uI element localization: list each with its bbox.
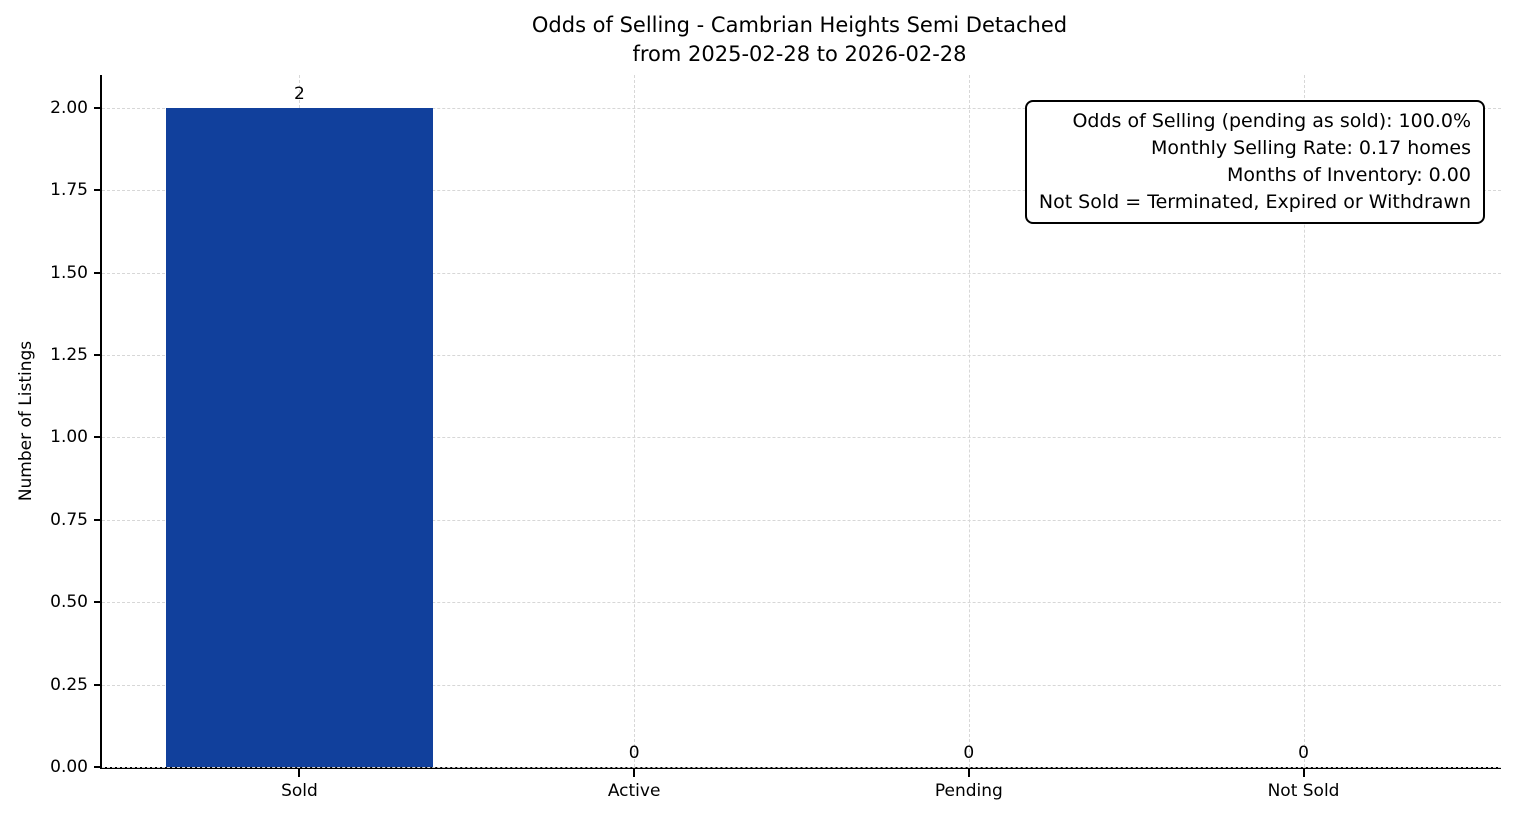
y-gridline bbox=[102, 272, 1501, 274]
annotation-line-inventory: Months of Inventory: 0.00 bbox=[1227, 164, 1471, 186]
x-gridline bbox=[634, 75, 636, 767]
y-gridline bbox=[102, 684, 1501, 686]
x-tick-mark bbox=[1302, 769, 1305, 777]
y-tick-label: 0.25 bbox=[50, 674, 88, 695]
chart-title-line2: from 2025-02-28 to 2026-02-28 bbox=[632, 42, 967, 66]
annotation-line-monthly-rate: Monthly Selling Rate: 0.17 homes bbox=[1151, 137, 1471, 159]
y-tick-label: 1.50 bbox=[50, 262, 88, 283]
y-gridline bbox=[102, 190, 1501, 192]
x-tick-mark bbox=[967, 769, 970, 777]
x-tick-label: Not Sold bbox=[1267, 781, 1340, 801]
bar-value-label: 0 bbox=[628, 743, 640, 763]
y-tick-label: 1.75 bbox=[50, 180, 88, 201]
y-tick-mark bbox=[94, 271, 102, 274]
x-gridline bbox=[1303, 75, 1305, 767]
y-tick-mark bbox=[94, 518, 102, 521]
annotation-line-not-sold-note: Not Sold = Terminated, Expired or Withdr… bbox=[1038, 191, 1471, 213]
bar-value-label: 0 bbox=[1298, 743, 1309, 763]
y-tick-mark bbox=[94, 354, 102, 357]
y-gridline bbox=[102, 519, 1501, 521]
y-tick-mark bbox=[94, 436, 102, 439]
x-tick-label: Pending bbox=[934, 781, 1003, 801]
bar-value-label: 0 bbox=[963, 743, 975, 763]
bar-sold bbox=[165, 107, 434, 767]
chart-title-line1: Odds of Selling - Cambrian Heights Semi … bbox=[531, 13, 1068, 37]
y-gridline bbox=[102, 602, 1501, 604]
plot-area: 2 0 0 0 0.00 0.25 0.50 0.75 1.00 1.25 1.50 1.75 2.0… bbox=[50, 75, 1501, 801]
bar-value-label: 2 bbox=[294, 83, 305, 104]
x-tick-mark bbox=[633, 769, 636, 777]
y-tick-mark bbox=[94, 189, 102, 192]
y-tick-mark bbox=[94, 766, 102, 768]
x-tick-label: Active bbox=[607, 781, 661, 801]
y-tick-label: 0.00 bbox=[50, 757, 88, 777]
x-tick-mark bbox=[298, 769, 301, 777]
x-gridline bbox=[968, 75, 970, 767]
y-tick-label: 0.75 bbox=[50, 509, 88, 530]
y-tick-mark bbox=[94, 601, 102, 604]
y-tick-label: 2.00 bbox=[50, 97, 88, 118]
annotation-box: Odds of Selling (pending as sold): 100.0… bbox=[1024, 100, 1485, 224]
y-gridline bbox=[102, 355, 1501, 357]
y-tick-label: 1.25 bbox=[50, 345, 88, 366]
annotation-line-odds: Odds of Selling (pending as sold): 100.0… bbox=[1072, 110, 1471, 132]
y-tick-mark bbox=[94, 106, 102, 109]
y-gridline bbox=[102, 437, 1501, 439]
y-gridline bbox=[102, 107, 1501, 109]
x-tick-label: Sold bbox=[281, 781, 318, 801]
y-tick-mark bbox=[94, 683, 102, 686]
chart-title: Odds of Selling - Cambrian Heights Semi … bbox=[100, 11, 1499, 69]
y-tick-label: 0.50 bbox=[50, 592, 88, 613]
y-gridline bbox=[102, 767, 1501, 768]
y-tick-label: 1.00 bbox=[50, 427, 88, 448]
y-axis-label: Number of Listings bbox=[16, 340, 36, 502]
